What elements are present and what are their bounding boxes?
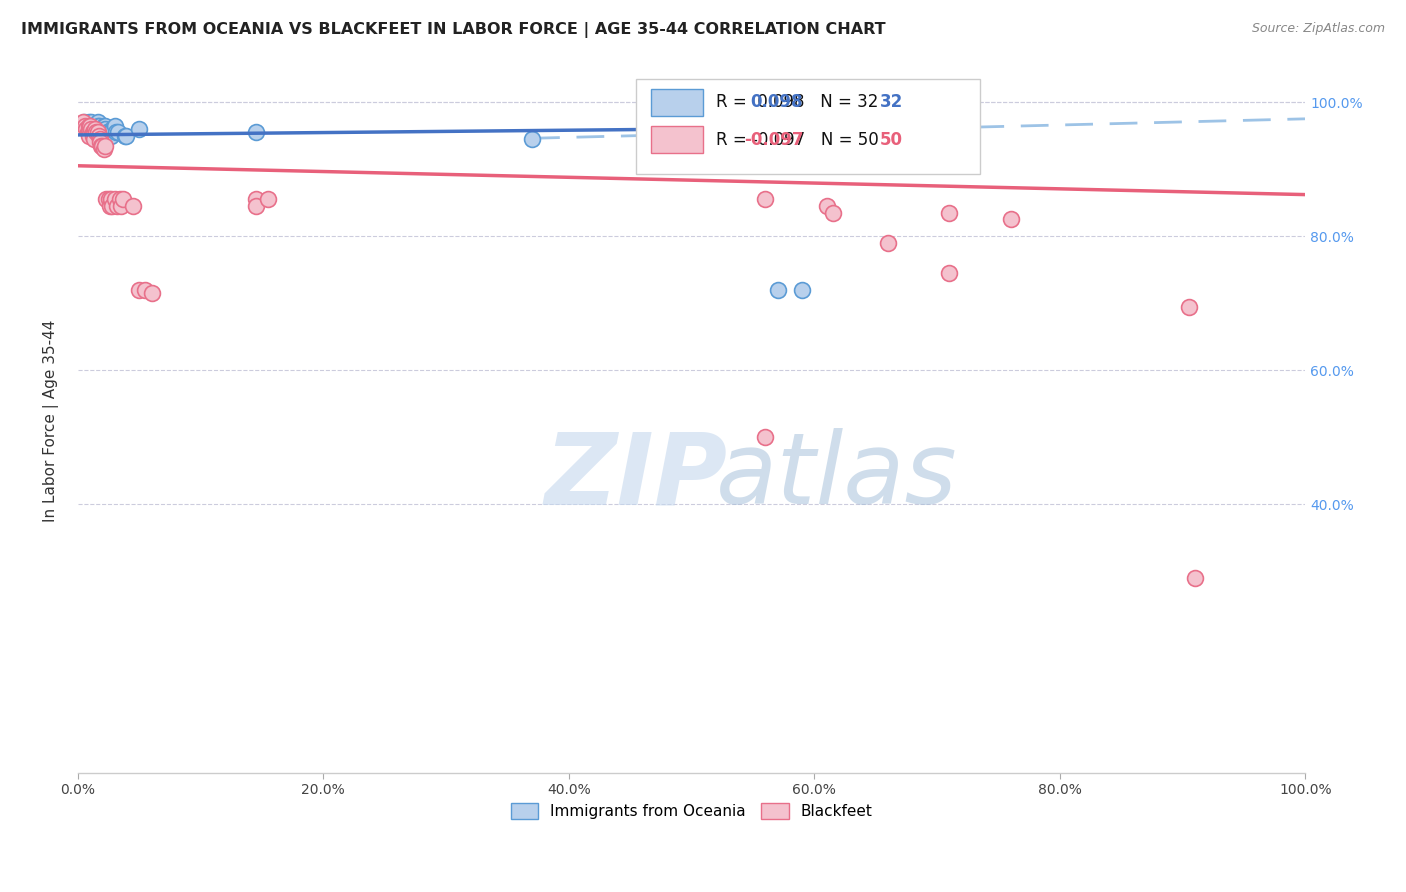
Point (86, 125, 108, 139)
FancyBboxPatch shape (637, 79, 980, 174)
Point (754, 119, 776, 133)
Point (245, 125, 267, 139)
Point (75, 119, 97, 133)
Point (107, 125, 129, 139)
Legend: Immigrants from Oceania, Blackfeet: Immigrants from Oceania, Blackfeet (505, 797, 879, 825)
Y-axis label: In Labor Force | Age 35-44: In Labor Force | Age 35-44 (44, 319, 59, 522)
Point (75, 119, 97, 133)
Point (877, 235, 900, 250)
Point (104, 125, 127, 139)
Point (520, 132, 543, 146)
Point (84, 121, 107, 136)
Point (122, 199, 145, 213)
Point (77, 128, 100, 143)
Point (89, 132, 111, 146)
Point (86, 119, 108, 133)
Point (98, 199, 121, 213)
Text: R =  0.098   N = 32: R = 0.098 N = 32 (716, 94, 879, 112)
Point (84, 121, 107, 136)
Point (80, 115, 103, 129)
FancyBboxPatch shape (651, 127, 703, 153)
Point (84, 125, 107, 139)
Point (754, 192, 776, 206)
Point (72, 115, 94, 129)
Point (82, 128, 104, 143)
Point (77, 119, 100, 133)
Point (815, 199, 838, 213)
Point (103, 121, 125, 136)
Text: ZIP: ZIP (544, 428, 727, 525)
Point (100, 128, 122, 143)
Point (77, 115, 100, 129)
Point (257, 192, 280, 206)
Point (101, 121, 124, 136)
Point (245, 199, 267, 213)
Point (94, 138, 117, 153)
Point (96, 125, 118, 139)
Point (1178, 300, 1201, 314)
Point (87, 128, 110, 143)
Point (104, 119, 127, 133)
Point (93, 142, 115, 156)
Point (91, 121, 114, 136)
Text: 32: 32 (879, 94, 903, 112)
Point (79, 119, 101, 133)
Point (82, 119, 104, 133)
Text: 0.098: 0.098 (751, 94, 803, 112)
Point (87, 125, 110, 139)
Point (100, 192, 122, 206)
Point (112, 192, 135, 206)
Text: Source: ZipAtlas.com: Source: ZipAtlas.com (1251, 22, 1385, 36)
Point (94, 192, 117, 206)
Point (938, 266, 960, 280)
Point (73, 115, 96, 129)
Point (105, 199, 128, 213)
Text: R = -0.097   N = 50: R = -0.097 N = 50 (716, 130, 879, 149)
Point (77, 125, 100, 139)
Point (97, 192, 120, 206)
Point (82, 125, 104, 139)
Point (128, 283, 150, 297)
Point (114, 128, 136, 143)
Point (91, 138, 114, 153)
Point (1000, 212, 1022, 227)
Point (821, 205, 844, 219)
Point (90, 138, 112, 153)
Point (83, 125, 105, 139)
Point (87, 119, 110, 133)
Text: 50: 50 (879, 130, 903, 149)
Point (128, 121, 150, 136)
Point (1184, 571, 1206, 585)
Point (75, 121, 97, 136)
Point (89, 136, 111, 150)
Point (80, 121, 103, 136)
Text: IMMIGRANTS FROM OCEANIA VS BLACKFEET IN LABOR FORCE | AGE 35-44 CORRELATION CHAR: IMMIGRANTS FROM OCEANIA VS BLACKFEET IN … (21, 22, 886, 38)
Point (89, 125, 111, 139)
Point (110, 199, 132, 213)
Point (104, 192, 127, 206)
Point (141, 286, 163, 301)
Point (84, 119, 107, 133)
FancyBboxPatch shape (651, 89, 703, 116)
Point (90, 121, 112, 136)
Point (938, 205, 960, 219)
Point (93, 119, 115, 133)
Point (83, 132, 105, 146)
Point (94, 119, 117, 133)
Point (134, 283, 156, 297)
Point (101, 199, 124, 213)
Text: atlas: atlas (716, 428, 957, 525)
Point (108, 192, 131, 206)
Point (790, 283, 813, 297)
Point (86, 115, 108, 129)
Point (76, 125, 98, 139)
Point (754, 430, 776, 444)
Point (766, 283, 789, 297)
Text: -0.097: -0.097 (744, 130, 804, 149)
Point (245, 192, 267, 206)
Point (94, 121, 117, 136)
Point (114, 128, 136, 143)
